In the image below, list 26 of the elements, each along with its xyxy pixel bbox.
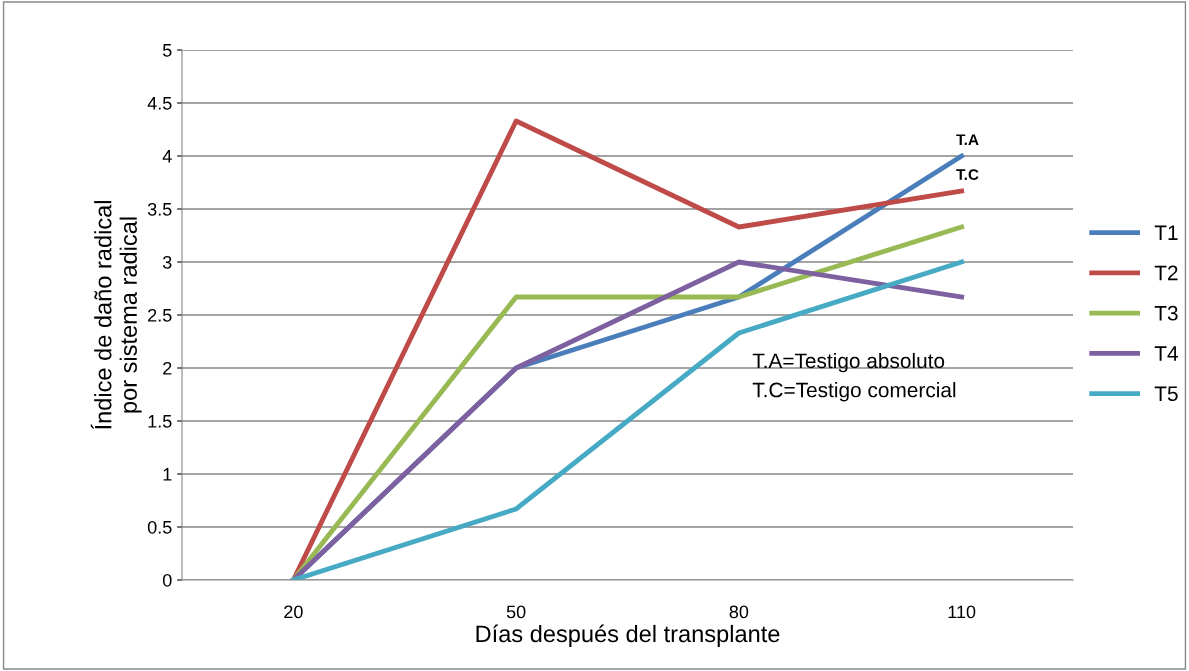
- x-axis-title: Días después del transplante: [476, 624, 780, 647]
- annotation: T.A: [956, 134, 979, 145]
- x-tick-label: 80: [729, 605, 749, 619]
- y-tick-label: 1: [163, 468, 172, 481]
- y-tick-label: 2: [163, 361, 172, 375]
- x-tick-label: 50: [506, 605, 526, 619]
- y-tick-label: 4: [162, 150, 172, 163]
- y-tick-label: 3.5: [147, 202, 172, 216]
- y-tick-label: 1.5: [148, 415, 172, 428]
- y-tick-label: 5: [162, 44, 172, 57]
- legend-label: T2: [1154, 265, 1178, 281]
- annotation: T.C: [956, 169, 979, 181]
- annotation: T.A=Testigo absoluto: [752, 352, 945, 373]
- y-tick-label: 4.5: [147, 97, 172, 110]
- y-tick-label: 0.5: [147, 520, 172, 534]
- x-tick-label: 20: [284, 605, 303, 619]
- x-tick-label: 110: [948, 605, 976, 619]
- legend-label: T1: [1154, 225, 1178, 240]
- y-axis-title: Índice de daño radical por sistema radical: [90, 201, 142, 429]
- y-tick-label: 2.5: [148, 308, 172, 322]
- legend-label: T5: [1154, 386, 1178, 402]
- y-tick-label: 0: [162, 573, 172, 587]
- legend-label: T4: [1154, 346, 1178, 361]
- legend-label: T3: [1154, 305, 1178, 321]
- y-tick-label: 3: [162, 255, 172, 269]
- annotation: T.C=Testigo comercial: [752, 382, 956, 402]
